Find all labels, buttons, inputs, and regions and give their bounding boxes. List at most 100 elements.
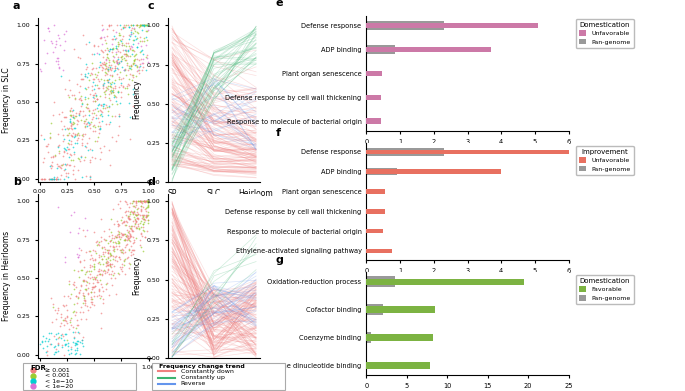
Point [121,199,132,205]
Point [104,119,115,125]
Point [140,198,151,204]
Point [101,70,112,77]
Point [37,160,48,166]
Text: Reverse: Reverse [181,382,206,386]
Point [103,79,114,85]
Point [122,234,133,240]
Point [89,121,100,127]
Point [125,63,136,69]
Point [136,56,147,62]
Point [70,132,81,138]
Point [123,76,134,83]
Point [126,225,137,231]
Point [78,133,89,139]
Point [104,251,115,258]
Point [117,41,128,48]
Point [109,80,120,86]
Point [66,123,77,129]
Point [90,257,101,263]
Point [76,174,87,180]
Point [103,64,114,70]
Point [115,22,126,29]
Point [60,318,71,324]
Point [114,236,125,242]
Point [95,35,106,41]
Point [114,69,125,75]
Point [130,36,141,42]
Point [99,66,110,72]
Point [66,322,77,328]
Point [93,239,104,245]
Point [123,247,134,253]
Point [136,27,147,33]
Point [109,275,120,282]
Point [80,233,91,239]
Point [108,244,119,250]
Point [88,289,99,296]
Point [55,335,66,342]
Point [99,34,110,41]
Point [113,61,124,68]
Point [111,234,122,240]
Point [61,172,72,179]
Point [107,239,118,245]
Point [101,50,112,57]
Point [112,132,123,138]
Point [116,54,127,60]
Point [108,93,119,100]
Point [79,124,90,130]
Point [140,233,151,240]
Point [118,23,129,30]
Point [39,176,50,182]
Point [138,22,149,29]
Point [125,22,136,29]
Point [119,237,130,243]
Point [121,242,132,249]
Point [71,140,82,146]
Point [78,300,89,307]
Point [112,41,123,47]
Point [110,50,121,57]
Point [87,51,98,57]
Point [138,38,149,44]
Point [91,95,102,102]
Point [123,246,134,252]
Point [127,91,138,97]
Point [97,244,108,251]
Point [50,41,61,47]
Point [133,198,144,204]
Point [58,167,69,173]
Point [71,137,82,143]
Point [52,131,63,137]
Point [138,63,149,70]
Point [103,254,114,260]
Text: d: d [147,178,155,187]
Point [138,228,149,235]
Point [48,153,59,160]
Point [97,296,108,302]
Point [135,230,146,236]
Point [78,32,89,38]
Point [85,256,96,262]
Point [81,227,92,233]
Point [53,31,64,38]
Point [90,239,101,246]
Bar [366,71,382,76]
Point [67,329,78,335]
Point [116,232,127,239]
Point [127,240,138,246]
Point [97,61,108,67]
Point [53,348,64,354]
Point [136,60,147,66]
Point [124,43,135,50]
Point [89,98,100,104]
Point [124,238,135,244]
Point [73,155,84,161]
Point [99,228,110,234]
Point [134,198,145,204]
Point [67,157,78,163]
Point [133,198,144,204]
Point [69,278,80,285]
Point [95,238,106,244]
Point [71,350,82,356]
